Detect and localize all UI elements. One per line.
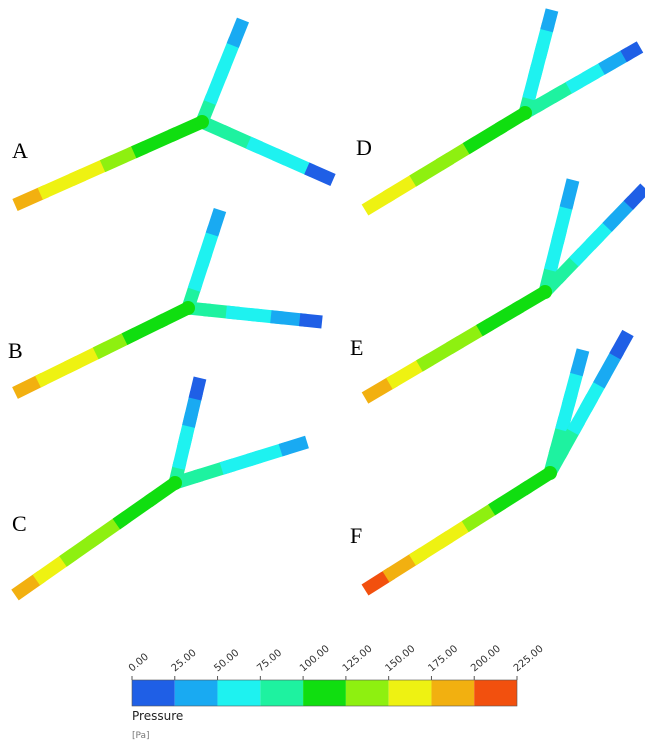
pipe-joint — [181, 301, 195, 315]
pipe-segment — [472, 129, 499, 145]
colorbar-bin — [132, 680, 175, 706]
pipe-segment — [122, 502, 149, 521]
colorbar-title: Pressure — [132, 709, 183, 723]
pipe-segment — [223, 46, 233, 72]
colorbar-tick-label: 50.00 — [212, 647, 241, 674]
colorbar-tick-label: 200.00 — [469, 643, 503, 674]
pipe-segment — [130, 322, 159, 336]
pipe-segment — [485, 310, 515, 328]
pipe-segment — [497, 490, 523, 507]
pipe-joint — [538, 285, 552, 299]
pipe-segment — [281, 157, 307, 169]
colorbar-bin — [175, 680, 218, 706]
panel-label: B — [8, 338, 23, 363]
pipe-segment — [300, 320, 322, 322]
colorbar-tick-label: 0.00 — [127, 652, 151, 675]
colorbar-bin — [389, 680, 432, 706]
colorbar-bin — [260, 680, 303, 706]
pipe-segment — [307, 168, 333, 180]
pipe-segment — [570, 375, 577, 400]
pipe-segment — [212, 210, 220, 235]
pipe-segment — [277, 317, 299, 319]
pipe-segment — [195, 378, 200, 399]
colorbar-tick-label: 100.00 — [298, 643, 332, 674]
pipe-segment — [602, 356, 615, 379]
panel-label: C — [12, 511, 27, 536]
pipe-segment — [628, 188, 645, 205]
pipe-segment — [612, 205, 629, 222]
panel-label: E — [350, 335, 363, 360]
pipe-joint — [195, 115, 209, 129]
colorbar-bin — [346, 680, 389, 706]
colorbar-tick-label: 150.00 — [384, 643, 418, 674]
colorbar-tick-label: 125.00 — [341, 643, 375, 674]
pipe-segment — [541, 31, 546, 52]
pipe-segment — [281, 442, 307, 450]
pipe-segment — [607, 56, 623, 65]
pipe-segment — [233, 20, 243, 46]
panel-label: F — [350, 523, 362, 548]
figure: A B C D E F Pressure [Pa] 0.00 25.00 50.00… — [0, 0, 645, 743]
colorbar-bin — [431, 680, 474, 706]
colorbar-tick-label: 25.00 — [170, 647, 199, 674]
pipe-segment — [624, 47, 640, 56]
panel-label: D — [356, 135, 372, 160]
colorbar-bin — [303, 680, 346, 706]
pipe-segment — [547, 10, 552, 31]
pipe-joint — [518, 106, 532, 120]
colorbar-tick-label: 75.00 — [255, 647, 284, 674]
colorbar-bin — [218, 680, 261, 706]
pipe-segment — [566, 180, 573, 208]
pipe-segment — [140, 136, 171, 150]
pipe-segment — [576, 350, 583, 375]
pipe-joint — [543, 466, 557, 480]
pipe-segment — [254, 450, 280, 458]
colorbar-bin — [474, 680, 517, 706]
pipe-segment — [559, 208, 566, 236]
colorbar-tick-label: 225.00 — [512, 643, 546, 674]
pipe-segment — [204, 235, 212, 260]
pipe-segment — [190, 399, 195, 420]
colorbar-unit: [Pa] — [132, 731, 150, 741]
panel-label: A — [12, 138, 28, 163]
pipe-segment — [615, 333, 628, 356]
colorbar-tick-label: 175.00 — [426, 643, 460, 674]
pipe-joint — [168, 476, 182, 490]
